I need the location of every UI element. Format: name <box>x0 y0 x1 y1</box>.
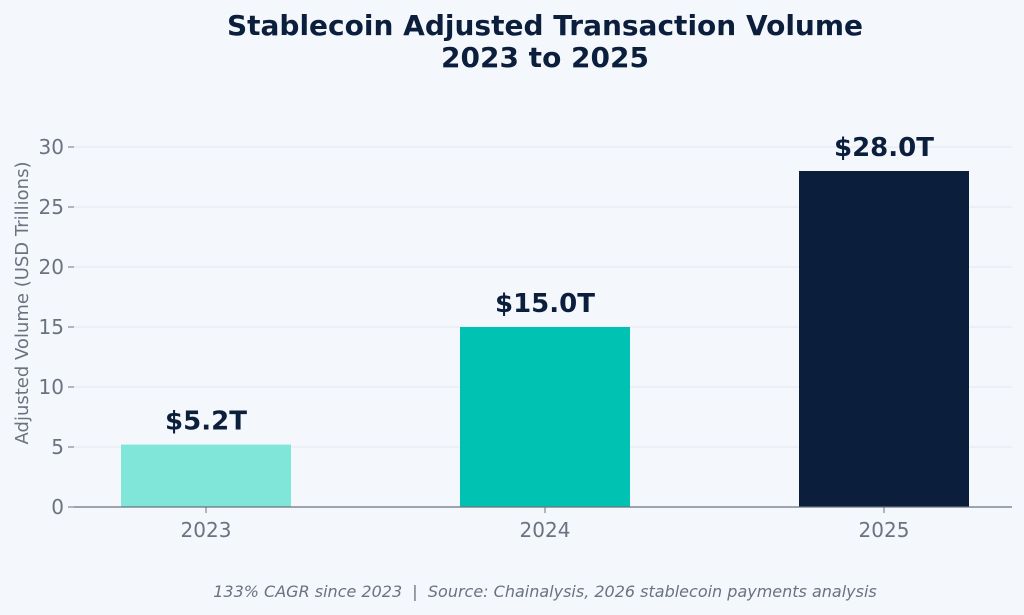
chart-title-line-2: 2023 to 2025 <box>441 41 649 74</box>
y-tick-label: 25 <box>39 195 64 219</box>
x-tick-label: 2024 <box>520 518 571 542</box>
bar-value-labels: $5.2T $15.0T $28.0T <box>165 133 934 437</box>
y-tick-label: 15 <box>39 315 64 339</box>
bar-2024 <box>460 327 630 507</box>
bar-value-label: $5.2T <box>165 407 247 437</box>
chart-footnote: 133% CAGR since 2023 | Source: Chainalys… <box>213 582 877 601</box>
bar-2023 <box>121 444 291 507</box>
bar-value-label: $15.0T <box>495 289 595 319</box>
chart-title-line-1: Stablecoin Adjusted Transaction Volume <box>227 9 863 42</box>
y-tick-label: 20 <box>39 255 64 279</box>
y-tick-label: 5 <box>51 435 64 459</box>
x-tick-label: 2023 <box>181 518 232 542</box>
bar-2025 <box>799 171 969 507</box>
y-tick-label: 30 <box>39 135 64 159</box>
bar-value-label: $28.0T <box>834 133 934 163</box>
bars <box>121 171 969 507</box>
x-axis-ticks: 2023 2024 2025 <box>181 507 910 542</box>
x-tick-label: 2025 <box>859 518 910 542</box>
y-tick-label: 10 <box>39 375 64 399</box>
y-tick-label: 0 <box>51 495 64 519</box>
y-axis-ticks: 0 5 10 15 20 25 30 <box>39 135 74 519</box>
y-axis-label: Adjusted Volume (USD Trillions) <box>12 162 33 445</box>
